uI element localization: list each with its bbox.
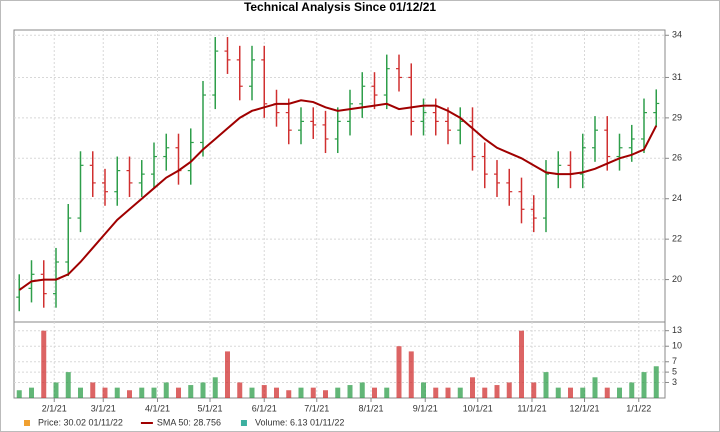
x-tick-label: 7/1/21 — [304, 403, 329, 413]
y2-tick-label: 13 — [672, 325, 682, 335]
volume-bar — [90, 382, 96, 398]
volume-bar — [506, 382, 512, 398]
volume-bar — [29, 387, 34, 398]
volume-bar — [347, 385, 353, 398]
volume-bar — [494, 385, 500, 398]
volume-bar — [433, 387, 439, 398]
x-tick-label: 5/1/21 — [197, 403, 222, 413]
volume-bar — [65, 372, 71, 398]
volume-bar — [568, 387, 573, 398]
volume-bar — [188, 385, 194, 398]
x-tick-label: 3/1/21 — [91, 403, 116, 413]
volume-bar — [617, 387, 622, 398]
volume-bar — [114, 387, 120, 398]
sma-line — [18, 99, 658, 291]
volume-bar — [323, 390, 328, 398]
x-tick-label: 10/1/21 — [463, 403, 493, 413]
volume-bar — [580, 387, 586, 398]
volume-bar — [653, 366, 659, 398]
volume-bar — [225, 351, 230, 398]
volume-bar — [298, 387, 304, 398]
legend-label: Volume: 6.13 01/11/22 — [255, 417, 344, 427]
volume-bar — [176, 387, 181, 398]
volume-bar — [604, 387, 610, 398]
chart-title: Technical Analysis Since 01/12/21 — [244, 0, 436, 14]
x-tick-label: 2/1/21 — [42, 403, 67, 413]
volume-bar — [16, 390, 22, 398]
legend-label: Price: 30.02 01/11/22 — [38, 417, 123, 427]
volume-bar — [151, 387, 157, 398]
volume-bar — [531, 382, 537, 398]
volume-bar — [641, 372, 647, 398]
x-tick-label: 4/1/21 — [145, 403, 170, 413]
y-tick-label: 29 — [672, 112, 682, 122]
volume-bar — [78, 387, 83, 398]
y-tick-label: 20 — [672, 274, 682, 284]
x-tick-label: 12/1/21 — [569, 403, 599, 413]
volume-bar — [482, 387, 488, 398]
y-tick-label: 26 — [672, 153, 682, 163]
x-tick-label: 9/1/21 — [413, 403, 438, 413]
volume-bar — [274, 387, 279, 398]
y2-tick-label: 3 — [672, 377, 677, 387]
volume-bar — [470, 377, 475, 398]
volume-bar — [286, 390, 292, 398]
volume-bar — [408, 351, 414, 398]
volume-bar — [41, 330, 47, 398]
x-tick-label: 8/1/21 — [358, 403, 383, 413]
volume-bar — [592, 377, 598, 398]
legend-swatch — [24, 420, 30, 426]
volume-bar — [519, 330, 524, 398]
volume-bar — [200, 382, 206, 398]
legend-swatch — [240, 420, 247, 426]
x-tick-label: 11/1/21 — [517, 403, 546, 413]
volume-bar — [396, 346, 402, 398]
volume-bar — [53, 382, 59, 398]
y-tick-label: 24 — [672, 193, 682, 203]
y-tick-label: 34 — [672, 30, 682, 40]
volume-bar — [445, 387, 451, 398]
volume-bar — [384, 387, 390, 398]
volume-bar — [237, 382, 243, 398]
volume-bar — [421, 382, 426, 398]
x-tick-label: 1/1/22 — [626, 403, 651, 413]
y-tick-label: 31 — [672, 72, 682, 82]
y2-tick-label: 5 — [672, 366, 677, 376]
volume-bar — [335, 387, 341, 398]
volume-bar — [102, 387, 108, 398]
volume-bar — [139, 387, 145, 398]
volume-bar — [212, 377, 218, 398]
volume-bar — [249, 387, 255, 398]
legend-label: SMA 50: 28.756 — [157, 417, 221, 427]
y-tick-label: 22 — [672, 234, 682, 244]
volume-bar — [310, 387, 316, 398]
volume-bar — [127, 390, 132, 398]
volume-bar — [163, 382, 169, 398]
volume-bar — [555, 387, 561, 398]
volume-bar — [359, 382, 365, 398]
x-tick-label: 6/1/21 — [252, 403, 277, 413]
y2-tick-label: 7 — [672, 356, 677, 366]
volume-bar — [629, 382, 635, 398]
y2-tick-label: 10 — [672, 341, 682, 351]
volume-bar — [457, 387, 463, 398]
volume-bar — [261, 385, 267, 398]
volume-bar — [372, 387, 377, 398]
volume-bar — [543, 372, 549, 398]
